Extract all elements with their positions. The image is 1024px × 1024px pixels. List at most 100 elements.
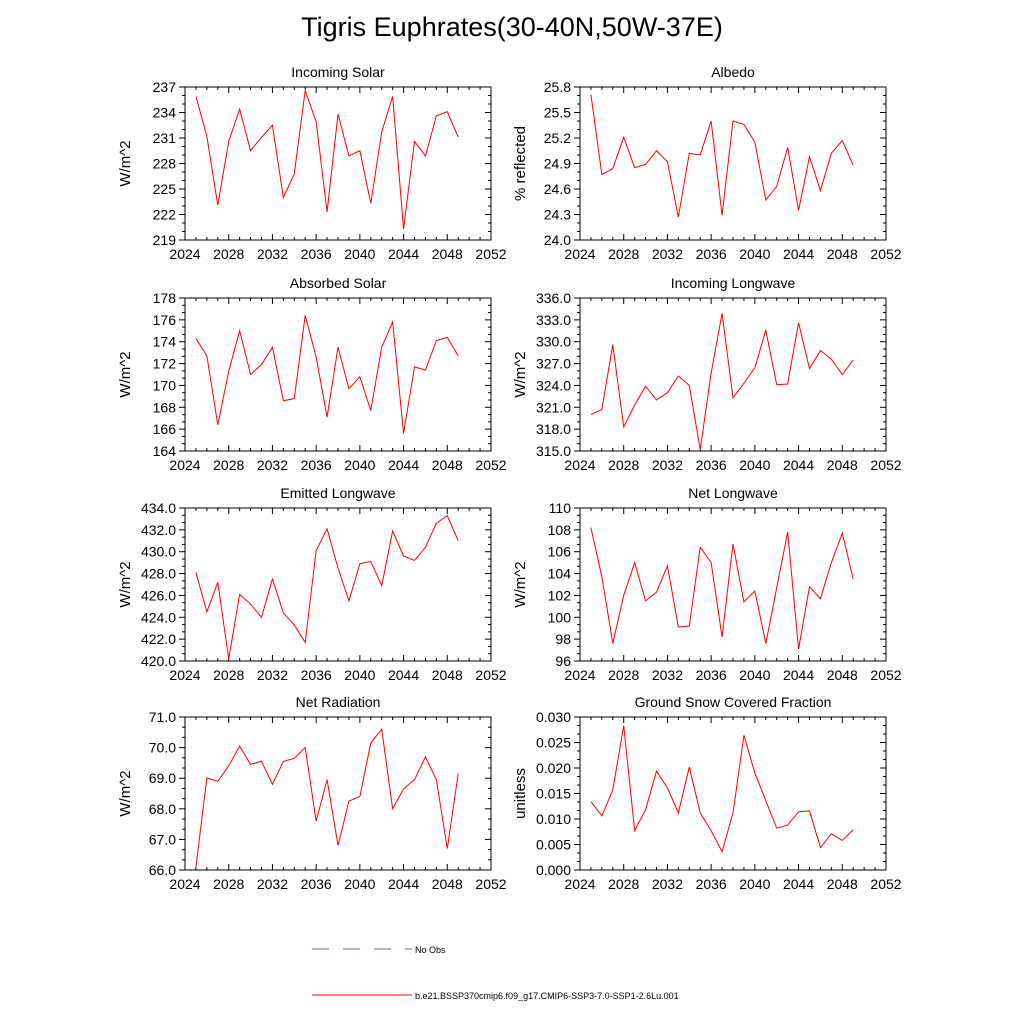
series-line [590,725,854,853]
y-tick-label: 70.0 [149,740,176,756]
legend: No Obs b.e21.BSSP370cmip6.f09_g17.CMIP6-S… [312,945,679,1001]
panel-title: Emitted Longwave [280,485,395,501]
y-tick-label: 178 [153,290,177,306]
y-tick-label: 166 [153,421,177,437]
x-tick-label: 2028 [608,246,639,262]
plot-frame [579,297,887,452]
y-tick-label: 432.0 [141,522,176,538]
series-line [590,527,854,650]
x-tick-label: 2052 [475,667,506,683]
y-axis-label: W/m^2 [117,351,134,397]
y-tick-label: 170 [153,377,177,393]
y-axis-label: W/m^2 [512,561,529,607]
x-tick-label: 2040 [739,667,770,683]
x-tick-label: 2052 [870,667,901,683]
y-axis-label: % reflected [512,126,529,201]
x-tick-label: 2032 [257,246,288,262]
series-line [590,313,854,450]
panel-title: Net Longwave [688,485,778,501]
legend-label-model-run: b.e21.BSSP370cmip6.f09_g17.CMIP6-SSP3-7.… [415,991,679,1001]
x-tick-label: 2040 [739,457,770,473]
x-tick-label: 2036 [696,876,727,892]
x-tick-label: 2024 [169,457,200,473]
y-tick-label: 24.0 [544,232,571,248]
y-tick-label: 25.5 [544,105,571,121]
panel-title: Albedo [711,64,755,80]
panel-incoming-longwave: Incoming Longwave 2024 2028 2032 2036 2040 204… [512,275,902,473]
panel-absorbed-solar: Absorbed Solar 2024 2028 2032 2036 2040 2044 20… [117,275,507,473]
x-tick-label: 2024 [169,667,200,683]
y-tick-label: 69.0 [149,770,176,786]
y-tick-label: 71.0 [149,709,176,725]
y-tick-label: 315.0 [536,443,571,459]
y-tick-label: 330.0 [536,334,571,350]
y-tick-label: 426.0 [141,587,176,603]
plot-frame [184,716,492,871]
x-tick-label: 2052 [870,876,901,892]
x-tick-label: 2048 [827,876,858,892]
y-tick-label: 0.005 [536,837,571,853]
y-tick-label: 66.0 [149,862,176,878]
y-tick-label: 0.000 [536,862,571,878]
y-tick-label: 434.0 [141,500,176,516]
panel-net-radiation: Net Radiation 2024 2028 2032 2036 2040 2044 204… [117,694,507,892]
x-tick-label: 2040 [344,667,375,683]
plot-frame [579,86,887,241]
x-tick-label: 2036 [301,457,332,473]
x-tick-label: 2028 [213,457,244,473]
x-tick-label: 2044 [388,457,419,473]
x-tick-label: 2032 [257,457,288,473]
x-tick-label: 2048 [827,667,858,683]
y-tick-label: 0.030 [536,709,571,725]
panel-title: Absorbed Solar [290,275,387,291]
x-tick-label: 2036 [696,457,727,473]
y-tick-label: 321.0 [536,399,571,415]
panel-incoming-solar: Incoming Solar 2024 2028 2032 2036 2040 2044 20… [117,64,507,262]
plot-frame [184,507,492,662]
x-tick-label: 2052 [475,246,506,262]
y-tick-label: 24.9 [544,156,571,172]
x-tick-label: 2036 [696,667,727,683]
x-tick-label: 2044 [783,876,814,892]
x-tick-label: 2048 [827,246,858,262]
y-tick-label: 25.2 [544,130,571,146]
y-tick-label: 106 [548,544,572,560]
x-tick-label: 2040 [344,246,375,262]
plot-frame [579,716,887,871]
y-tick-label: 420.0 [141,653,176,669]
x-tick-label: 2040 [739,876,770,892]
x-tick-label: 2048 [432,667,463,683]
x-tick-label: 2052 [475,457,506,473]
panel-emitted-longwave: Emitted Longwave 2024 2028 2032 2036 2040 2044… [117,485,507,683]
x-tick-label: 2040 [739,246,770,262]
y-tick-label: 222 [153,207,177,223]
x-tick-label: 2052 [870,457,901,473]
y-tick-label: 98 [555,631,571,647]
y-tick-label: 174 [153,334,177,350]
x-tick-label: 2044 [388,876,419,892]
y-axis-label: W/m^2 [117,140,134,186]
panel-title: Incoming Longwave [671,275,796,291]
plot-frame [184,86,492,241]
y-tick-label: 164 [153,443,177,459]
panel-title: Incoming Solar [291,64,385,80]
x-tick-label: 2024 [169,876,200,892]
y-tick-label: 25.8 [544,79,571,95]
x-tick-label: 2024 [564,457,595,473]
plot-frame [184,297,492,452]
series-line [195,315,459,434]
x-tick-label: 2024 [169,246,200,262]
x-tick-label: 2032 [652,457,683,473]
x-tick-label: 2044 [388,246,419,262]
x-tick-label: 2040 [344,876,375,892]
x-tick-label: 2036 [696,246,727,262]
y-tick-label: 0.020 [536,760,571,776]
x-tick-label: 2032 [257,876,288,892]
series-line [195,728,459,868]
panel-albedo: Albedo 2024 2028 2032 2036 2040 2044 2048 2052 24… [512,64,902,262]
x-tick-label: 2036 [301,246,332,262]
y-tick-label: 424.0 [141,609,176,625]
y-tick-label: 24.6 [544,181,571,197]
series-line [195,514,459,659]
